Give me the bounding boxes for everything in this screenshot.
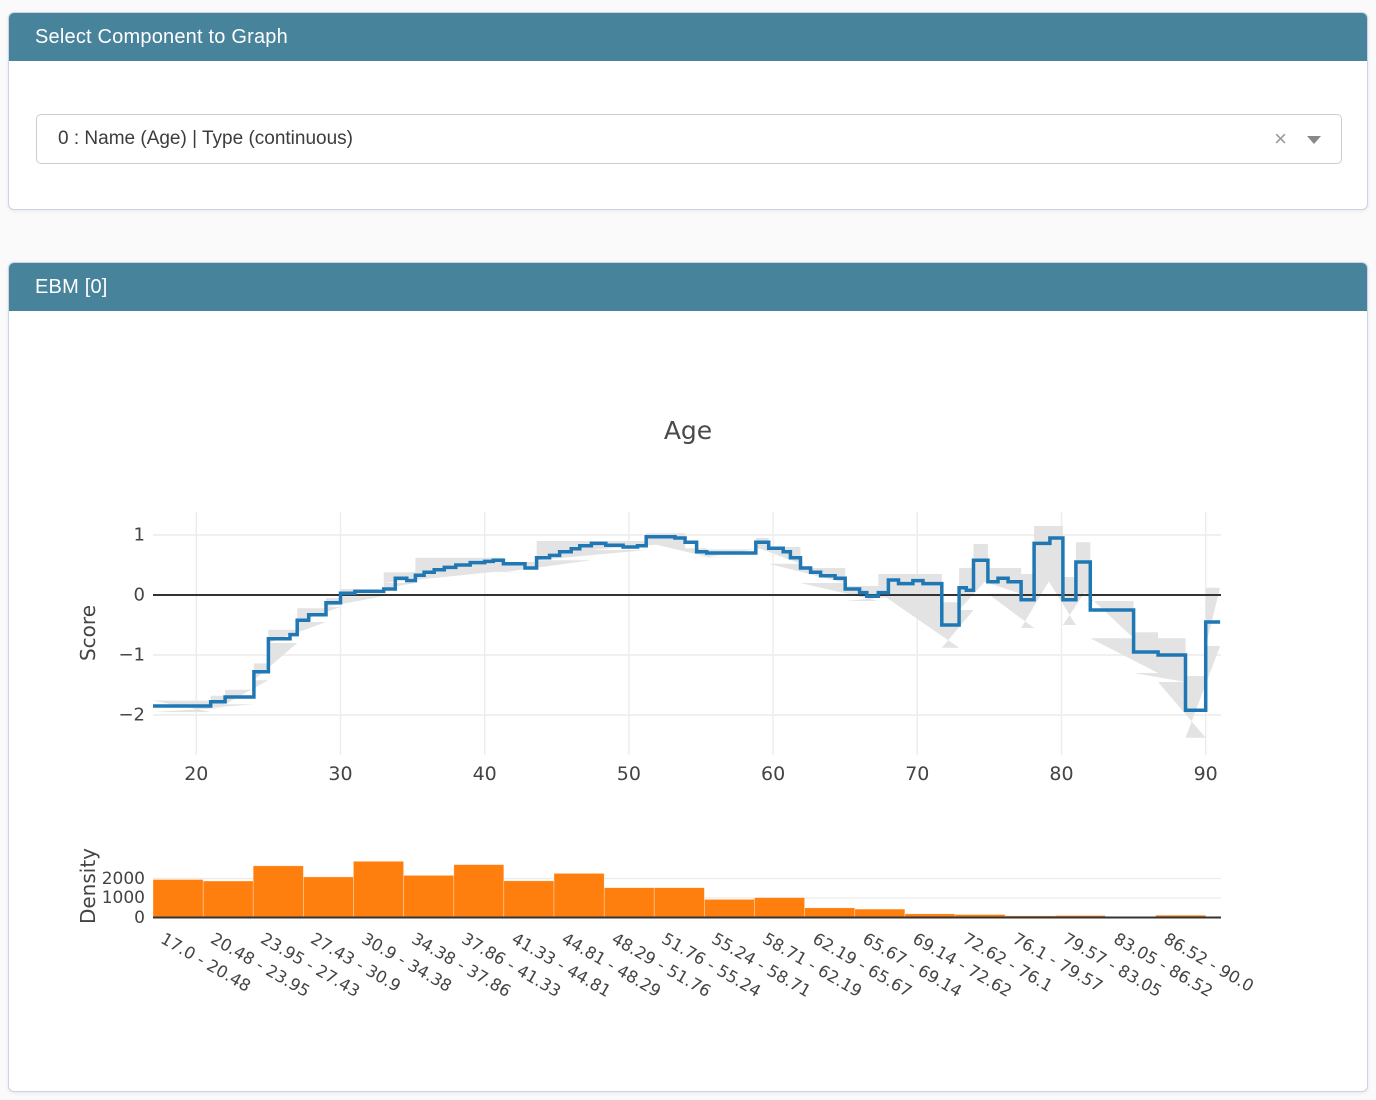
age-xtick-60: 60 — [761, 763, 786, 785]
ebm-panel: EBM [0] Age Score Density 1 0 −1 −2 20 30 40 50… — [8, 262, 1368, 1092]
select-component-panel: Select Component to Graph 0 : Name (Age)… — [8, 12, 1368, 210]
age-xtick-40: 40 — [472, 763, 497, 785]
dropdown-selected-value: 0 : Name (Age) | Type (continuous) — [58, 128, 354, 149]
score-ytick-1: 1 — [133, 524, 145, 546]
score-ytick--1: −1 — [118, 644, 145, 666]
score-step-chart[interactable] — [153, 512, 1221, 757]
age-xtick-30: 30 — [328, 763, 353, 785]
chevron-down-icon[interactable] — [1307, 136, 1321, 144]
density-histogram[interactable] — [152, 850, 1221, 920]
age-xtick-50: 50 — [616, 763, 641, 785]
density-ytick-2000: 2000 — [101, 868, 145, 889]
age-xtick-90: 90 — [1193, 763, 1218, 785]
select-panel-header: Select Component to Graph — [9, 13, 1367, 61]
ebm-panel-header: EBM [0] — [9, 263, 1367, 311]
age-xtick-70: 70 — [905, 763, 930, 785]
chart-title: Age — [663, 416, 713, 445]
score-ytick-0: 0 — [133, 584, 145, 606]
score-axis-label: Score — [76, 604, 100, 662]
score-ytick--2: −2 — [118, 704, 145, 726]
density-ytick-1000: 1000 — [101, 888, 145, 908]
ebm-panel-title: EBM [0] — [35, 276, 108, 298]
component-dropdown[interactable]: 0 : Name (Age) | Type (continuous) × — [36, 114, 1342, 164]
density-ytick-0: 0 — [134, 907, 145, 928]
age-xtick-80: 80 — [1049, 763, 1074, 785]
select-panel-title: Select Component to Graph — [35, 26, 288, 48]
age-xtick-20: 20 — [184, 763, 209, 785]
clear-icon[interactable]: × — [1274, 126, 1287, 151]
